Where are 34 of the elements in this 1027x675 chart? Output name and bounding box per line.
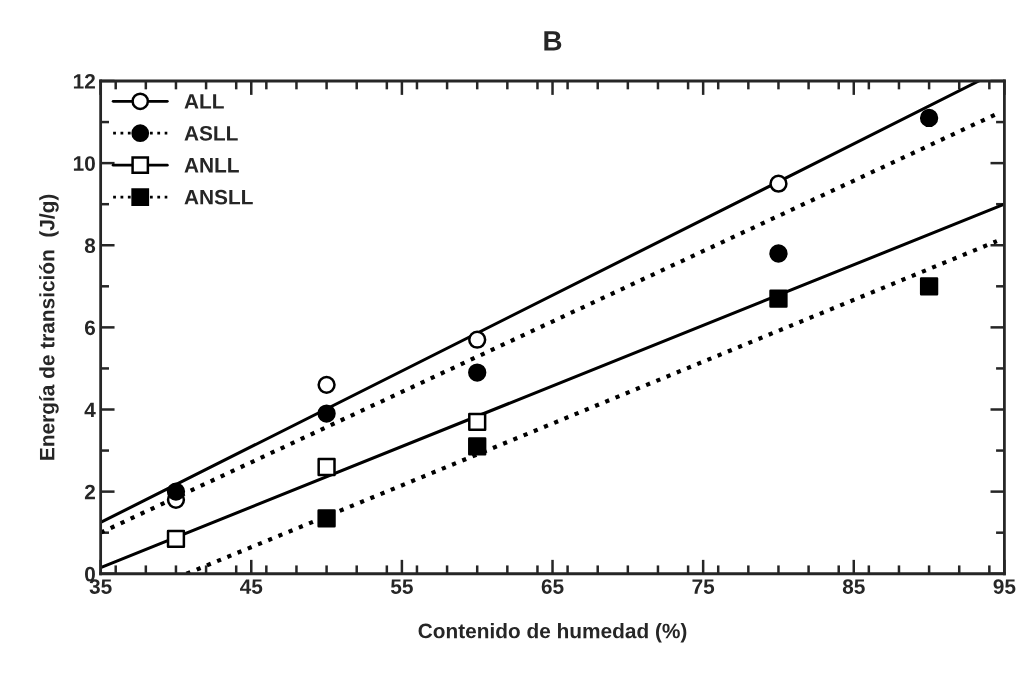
- point: [317, 509, 336, 528]
- x-tick-label: 55: [390, 579, 413, 594]
- x-tick-label: 85: [842, 579, 865, 594]
- x-tick-label: 95: [993, 579, 1016, 594]
- point: [317, 404, 336, 423]
- point: [166, 529, 186, 549]
- point: [769, 289, 788, 308]
- point: [468, 330, 487, 349]
- x-tick-label: 65: [541, 579, 564, 594]
- legend-label: ASLL: [184, 125, 238, 141]
- y-tick-label: 2: [84, 484, 95, 500]
- legend-label: ALL: [184, 94, 224, 109]
- point: [317, 375, 336, 395]
- x-tick-label: 75: [692, 579, 715, 594]
- y-tick-label: 12: [73, 74, 95, 89]
- point: [919, 277, 939, 296]
- point: [919, 108, 939, 128]
- y-tick-label: 6: [84, 320, 96, 336]
- point: [769, 174, 788, 193]
- point: [468, 437, 487, 456]
- y-tick-label: 10: [73, 156, 95, 171]
- chart-title: B: [544, 31, 562, 51]
- x-tick-label: 45: [240, 579, 263, 594]
- point: [468, 363, 487, 382]
- x-axis-title: Contenido de humedad (%): [418, 623, 687, 643]
- legend-label: ANLL: [184, 158, 239, 173]
- point: [468, 412, 487, 431]
- legend-label: ANSLL: [184, 189, 253, 205]
- point: [166, 482, 186, 501]
- point: [317, 457, 336, 477]
- y-axis-title: Energía de transición (J/g): [39, 194, 59, 460]
- y-tick-label: 8: [84, 238, 96, 253]
- point: [769, 244, 788, 263]
- y-tick-label: 4: [84, 402, 96, 418]
